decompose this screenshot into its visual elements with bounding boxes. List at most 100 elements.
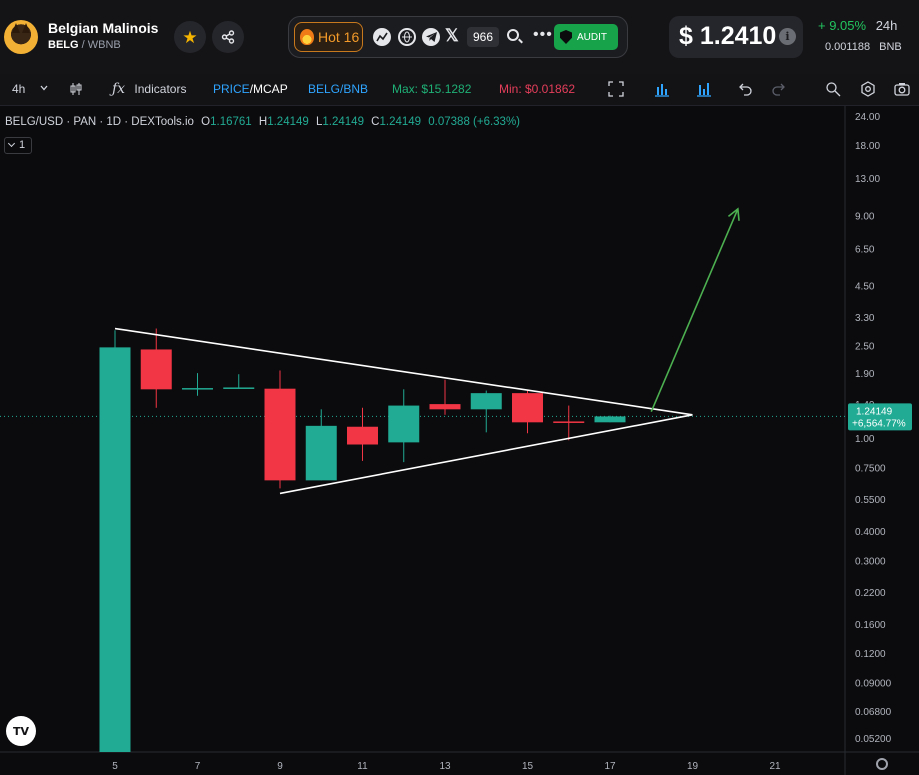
candle xyxy=(470,390,502,433)
x-tick-label: 21 xyxy=(769,761,781,772)
change-period: 24h xyxy=(875,18,898,33)
collapse-count: 1 xyxy=(19,139,26,151)
y-tick-label: 3.30 xyxy=(855,313,875,324)
fullscreen-icon[interactable] xyxy=(608,81,624,97)
candle xyxy=(99,330,131,752)
info-icon[interactable]: i xyxy=(779,28,796,45)
change-percent: + 9.05% xyxy=(818,18,867,33)
token-name: Belgian Malinois xyxy=(48,20,159,36)
arrow-shaft xyxy=(650,208,739,412)
x-tick-label: 5 xyxy=(112,761,118,772)
legend-low-key: L xyxy=(315,116,323,128)
chevron-down-icon xyxy=(40,85,48,91)
y-tick-label: 0.05200 xyxy=(855,734,892,745)
axis-settings-icon[interactable] xyxy=(876,758,888,770)
y-tick-label: 2.50 xyxy=(855,341,875,352)
undo-icon[interactable] xyxy=(737,81,753,97)
token-header: Belgian Malinois BELG / WBNB ★ Hot 16 𝕏 xyxy=(0,0,919,74)
legend-high-key: H xyxy=(258,116,268,128)
breakout-arrow xyxy=(650,207,740,412)
y-tick-label: 0.09000 xyxy=(855,678,892,689)
volume-chart-icon[interactable] xyxy=(696,81,712,97)
price-bnb: 0.001188 BNB xyxy=(825,41,902,53)
magnifier-icon[interactable] xyxy=(825,81,841,97)
legend-change: 0.07388 (+6.33%) xyxy=(428,116,521,128)
interval-label: 4h xyxy=(12,82,26,96)
candle xyxy=(223,374,255,389)
min-price: Min: $0.01862 xyxy=(499,82,576,96)
telegram-icon[interactable] xyxy=(422,28,440,46)
settings-icon[interactable] xyxy=(860,81,876,97)
share-button[interactable] xyxy=(212,21,244,53)
fx-icon: ƒx xyxy=(112,81,126,97)
y-tick-label: 0.06800 xyxy=(855,707,892,718)
arrow-head xyxy=(727,207,740,221)
triangle-trendline xyxy=(279,414,693,495)
trades-chart-icon[interactable] xyxy=(654,81,670,97)
legend-close: 1.24149 xyxy=(379,116,422,128)
interval-selector[interactable]: 4h xyxy=(12,74,49,106)
search-icon[interactable] xyxy=(507,29,519,41)
price-mcap-toggle[interactable]: PRICE/MCAP xyxy=(213,74,288,106)
candle-body xyxy=(305,425,337,481)
tradingview-logo-icon[interactable]: TV xyxy=(6,716,36,746)
triangle-trendline xyxy=(114,327,693,416)
candle-body xyxy=(182,388,213,390)
candle-body xyxy=(347,426,378,445)
price-usd: $ 1.2410 xyxy=(679,22,777,50)
y-tick-label: 0.1600 xyxy=(855,620,886,631)
legend-high: 1.24149 xyxy=(267,116,309,128)
token-pair: BELG / WBNB xyxy=(48,39,121,51)
legend-collapse-button[interactable]: 1 xyxy=(4,137,32,154)
chart-legend: BELG/USD · PAN · 1D · DEXTools.io O1.167… xyxy=(5,116,520,128)
flame-icon xyxy=(300,29,314,45)
candle xyxy=(264,370,296,489)
last-change-label: +6,564.77% xyxy=(852,418,906,429)
pair-toggle[interactable]: BELG/BNB xyxy=(308,82,369,96)
legend-symbol: BELG/USD · PAN · 1D · DEXTools.io xyxy=(5,116,194,128)
token-links-bar: Hot 16 𝕏 966 ••• AUDIT xyxy=(288,16,628,58)
y-tick-label: 0.3000 xyxy=(855,556,886,567)
favorite-button[interactable]: ★ xyxy=(174,21,206,53)
price-change: + 9.05% 24h xyxy=(818,18,897,33)
coinmarketcap-icon[interactable] xyxy=(373,28,391,46)
x-followers-count: 966 xyxy=(467,27,499,47)
max-price: Max: $15.1282 xyxy=(392,82,472,96)
candle xyxy=(388,389,420,463)
candle xyxy=(512,390,543,434)
y-tick-label: 6.50 xyxy=(855,244,875,255)
star-icon: ★ xyxy=(182,27,198,47)
redo-icon[interactable] xyxy=(771,81,787,97)
candle xyxy=(305,409,337,481)
y-tick-label: 1.90 xyxy=(855,369,875,380)
audit-button[interactable]: AUDIT xyxy=(554,24,618,50)
x-icon[interactable]: 𝕏 xyxy=(445,26,459,45)
legend-close-key: C xyxy=(371,116,380,128)
candle xyxy=(182,373,213,396)
more-icon[interactable]: ••• xyxy=(533,26,553,43)
candle-body xyxy=(512,393,543,423)
candle xyxy=(140,328,172,408)
hot-rank-label: Hot 16 xyxy=(318,29,360,45)
price-box: $ 1.2410 i xyxy=(669,16,803,58)
x-tick-label: 9 xyxy=(277,761,283,772)
price-chart[interactable]: 24.00 18.00 13.00 9.00 6.50 4.50 3.30 2.50 1.90 1… xyxy=(0,106,919,775)
camera-icon[interactable] xyxy=(894,81,910,97)
indicators-button[interactable]: ƒx Indicators xyxy=(112,74,186,106)
mcap-toggle-label: /MCAP xyxy=(249,82,288,96)
y-tick-label: 0.7500 xyxy=(855,463,886,474)
x-tick-label: 13 xyxy=(439,761,451,772)
candles-icon[interactable] xyxy=(68,81,84,97)
y-tick-label: 0.4000 xyxy=(855,527,886,538)
y-tick-label: 0.2200 xyxy=(855,588,886,599)
globe-icon[interactable] xyxy=(398,28,416,46)
token-logo xyxy=(4,20,38,54)
x-tick-label: 11 xyxy=(357,761,368,772)
last-price-tag xyxy=(848,403,912,431)
chevron-down-icon xyxy=(7,139,16,148)
base-symbol: BELG xyxy=(48,39,79,51)
hot-rank-button[interactable]: Hot 16 xyxy=(294,22,363,52)
indicators-label: Indicators xyxy=(134,82,187,96)
y-tick-label: 18.00 xyxy=(855,141,880,152)
last-price-label: 1.24149 xyxy=(856,406,893,417)
